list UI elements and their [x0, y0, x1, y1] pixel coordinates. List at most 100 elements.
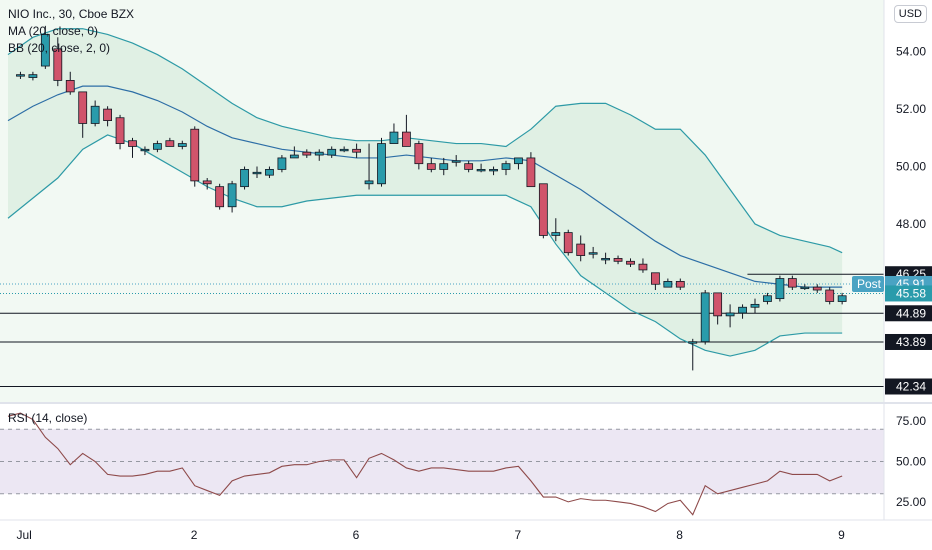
price-tick-label: 54.00	[896, 45, 926, 59]
candle-body	[53, 48, 63, 81]
candle-body	[787, 278, 797, 288]
candle-body	[725, 312, 735, 317]
candle-body	[601, 258, 610, 261]
candle-body	[352, 148, 362, 153]
candle-body	[65, 80, 75, 93]
time-tick-label: 6	[353, 528, 360, 542]
candle-body	[28, 74, 38, 78]
candle-body	[314, 151, 324, 156]
candle-body	[501, 163, 511, 170]
candle-body	[514, 157, 523, 165]
main-pane-tint	[0, 0, 884, 402]
symbol-title[interactable]: NIO Inc., 30, Cboe BZX	[8, 7, 135, 21]
price-tick-label: 48.00	[896, 217, 926, 231]
time-tick-label: Jul	[16, 528, 31, 542]
candle-body	[190, 128, 200, 182]
level-tag	[885, 378, 932, 395]
rsi-tick-label: 50.00	[896, 455, 926, 469]
candle-body	[103, 108, 112, 122]
bb-fill	[8, 28, 843, 357]
candle-body	[837, 295, 847, 302]
candle-body	[177, 143, 187, 147]
candle-body	[700, 292, 710, 343]
candle-body	[626, 260, 635, 265]
rsi-tick-label: 75.00	[896, 414, 926, 428]
bb-lower-line	[7, 134, 843, 357]
currency-button[interactable]: USD	[893, 5, 927, 23]
candle-body	[713, 292, 723, 317]
candle-body	[140, 148, 150, 152]
candle-body	[165, 140, 175, 147]
candle-body	[476, 169, 486, 172]
candle-body	[812, 286, 822, 291]
candle-body	[775, 278, 785, 300]
candle-body	[825, 289, 835, 302]
price-tick-label: 52.00	[896, 102, 926, 116]
rsi-indicator-label[interactable]: RSI (14, close)	[8, 411, 88, 425]
candle-body	[613, 258, 623, 262]
candle-body	[115, 117, 125, 144]
level-label: 42.34	[896, 379, 926, 393]
candle-body	[327, 148, 337, 156]
candle-body	[377, 143, 386, 185]
candle-body	[464, 163, 474, 170]
post-badge-label: Post	[857, 277, 882, 291]
time-tick-label: 2	[191, 528, 198, 542]
candle-body	[252, 171, 262, 175]
candle-body	[526, 157, 536, 188]
candle-body	[688, 341, 698, 344]
candle-body	[663, 280, 673, 288]
candle-body	[426, 163, 436, 170]
candle-body	[538, 183, 548, 236]
candle-body	[128, 140, 137, 147]
candle-body	[551, 232, 561, 236]
last-price-tag	[885, 285, 932, 302]
candle-body	[763, 295, 772, 302]
candle-body	[588, 252, 598, 255]
candle-body	[152, 143, 162, 150]
candle-body	[738, 306, 747, 314]
candle-body	[90, 105, 100, 124]
candle-body	[563, 232, 573, 254]
price-tick-label: 50.00	[896, 160, 926, 174]
candle-body	[800, 286, 810, 290]
ma-indicator-label[interactable]: MA (20, close, 0)	[8, 24, 99, 38]
candle-body	[489, 169, 498, 172]
candle-body	[651, 272, 660, 285]
time-tick-label: 8	[676, 528, 683, 542]
candle-body	[750, 303, 760, 308]
candle-body	[401, 131, 411, 147]
candle-body	[289, 154, 299, 159]
bb-upper-line	[7, 28, 843, 254]
candle-body	[78, 91, 88, 124]
rsi-tick-label: 25.00	[896, 495, 926, 509]
candle-body	[675, 280, 685, 288]
time-tick-label: 9	[838, 528, 845, 542]
candle-body	[40, 34, 50, 67]
candle-body	[364, 180, 374, 185]
candle-body	[227, 183, 237, 208]
chart-legend: NIO Inc., 30, Cboe BZX MA (20, close, 0)…	[8, 6, 134, 57]
candle-body	[638, 263, 648, 271]
post-badge	[852, 275, 884, 292]
candle-body	[439, 163, 449, 170]
last-price-label: 45.58	[896, 286, 926, 300]
candle-body	[302, 151, 312, 156]
level-label: 43.89	[896, 335, 926, 349]
candle-body	[389, 131, 399, 144]
candle-body	[240, 169, 249, 188]
candle-body	[16, 74, 25, 77]
level-label: 44.89	[896, 306, 926, 320]
time-tick-label: 7	[514, 528, 521, 542]
level-tag	[885, 333, 932, 350]
candle-body	[451, 160, 461, 163]
candle-body	[202, 180, 212, 185]
level-tag	[885, 305, 932, 322]
candle-body	[576, 243, 586, 256]
candle-body	[265, 169, 274, 176]
bb-indicator-label[interactable]: BB (20, close, 2, 0)	[8, 41, 111, 55]
candle-body	[277, 157, 287, 170]
candle-body	[339, 148, 349, 152]
candle-body	[215, 186, 225, 208]
